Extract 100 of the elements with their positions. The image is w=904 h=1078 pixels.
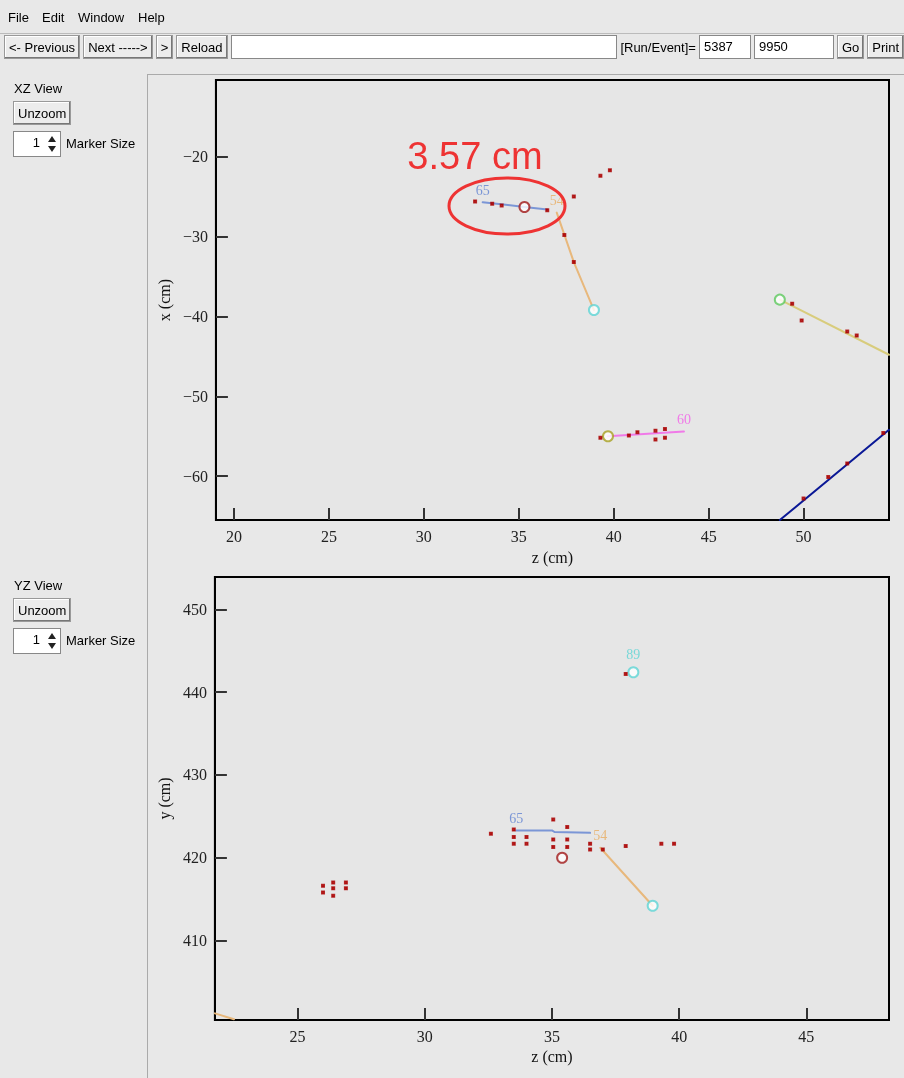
y-tick-label: 440 <box>182 683 207 701</box>
x-tick-label: 20 <box>225 527 242 545</box>
point <box>627 666 640 679</box>
point <box>499 203 504 208</box>
y-tick-label: 410 <box>182 932 207 950</box>
series-label: 54 <box>593 828 608 844</box>
point <box>790 301 795 306</box>
point <box>635 430 640 435</box>
point <box>598 173 603 178</box>
text: > <box>155 35 174 59</box>
point <box>565 837 570 842</box>
y-tick-label: 430 <box>182 766 207 784</box>
text: Reload <box>176 35 228 59</box>
point <box>588 841 593 846</box>
text: 5387 <box>698 35 751 59</box>
point <box>551 837 556 842</box>
point <box>826 474 831 479</box>
point <box>662 427 667 432</box>
point <box>473 199 478 204</box>
text: Window <box>78 10 125 25</box>
series-label: 60 <box>676 411 691 427</box>
text: 1 <box>13 131 61 157</box>
point <box>551 844 556 849</box>
y-axis-title: y (cm) <box>155 777 174 820</box>
text: <- Previous <box>4 35 81 59</box>
point <box>556 851 569 864</box>
text: Unzoom <box>13 101 72 125</box>
x-tick-label: 40 <box>605 527 622 545</box>
series-label: 65 <box>509 810 524 826</box>
text: Help <box>138 10 165 25</box>
text: Unzoom <box>13 598 72 622</box>
x-tick-label: 45 <box>700 527 717 545</box>
y-tick-label: −50 <box>182 387 208 405</box>
x-tick-label: 30 <box>416 1027 433 1045</box>
point <box>672 841 677 846</box>
text: YZ View <box>14 578 63 593</box>
point <box>659 841 664 846</box>
point <box>331 893 336 898</box>
point <box>773 293 786 306</box>
y-tick-label: 450 <box>182 600 207 618</box>
text: XZ View <box>14 81 63 96</box>
point <box>511 827 516 832</box>
y-tick-label: 420 <box>182 849 207 867</box>
text: 9950 <box>753 35 834 59</box>
point <box>587 304 600 317</box>
point <box>588 847 593 852</box>
point <box>626 433 631 438</box>
x-tick-label: 25 <box>320 527 337 545</box>
point <box>845 461 850 466</box>
x-tick-label: 45 <box>798 1027 815 1045</box>
point <box>551 817 556 822</box>
x-tick-label: 40 <box>671 1027 688 1045</box>
text: [Run/Event]= <box>620 39 696 55</box>
point <box>801 496 806 501</box>
y-tick-label: −20 <box>182 148 208 166</box>
point <box>511 835 516 839</box>
point <box>488 831 493 836</box>
point <box>490 201 495 206</box>
x-tick-label: 50 <box>795 527 812 545</box>
point <box>602 430 614 443</box>
point <box>607 168 612 173</box>
x-tick-label: 35 <box>510 527 527 545</box>
x-tick-label: 30 <box>415 527 432 545</box>
point <box>511 841 516 846</box>
point <box>662 435 667 440</box>
point <box>854 333 859 338</box>
point <box>653 437 658 442</box>
point <box>623 671 628 676</box>
x-axis-title: z (cm) <box>531 548 574 567</box>
point <box>524 841 529 846</box>
point <box>343 880 348 885</box>
point <box>845 329 850 334</box>
text: Go <box>836 35 865 59</box>
point <box>623 844 628 849</box>
point <box>598 435 603 440</box>
text: Marker Size <box>66 633 136 648</box>
point <box>565 825 570 830</box>
point <box>331 886 336 891</box>
point <box>653 428 658 433</box>
text: Next -----> <box>83 35 153 59</box>
text: Print <box>867 35 904 59</box>
series-label: 89 <box>626 646 641 662</box>
text: File <box>8 10 29 25</box>
y-axis-title: x (cm) <box>155 278 174 322</box>
point <box>571 260 576 265</box>
point <box>571 194 576 199</box>
text: 1 <box>13 628 61 654</box>
y-tick-label: −30 <box>182 228 208 246</box>
series-label: 65 <box>475 182 490 198</box>
point <box>646 899 659 912</box>
point <box>600 847 605 852</box>
y-tick-label: −40 <box>182 307 208 325</box>
annotation: 3.57 cm <box>407 135 544 178</box>
text: Marker Size <box>66 136 136 151</box>
point <box>799 318 804 323</box>
point <box>545 208 550 213</box>
point <box>343 886 348 891</box>
point <box>331 880 336 885</box>
point <box>565 844 570 849</box>
point <box>321 890 326 895</box>
